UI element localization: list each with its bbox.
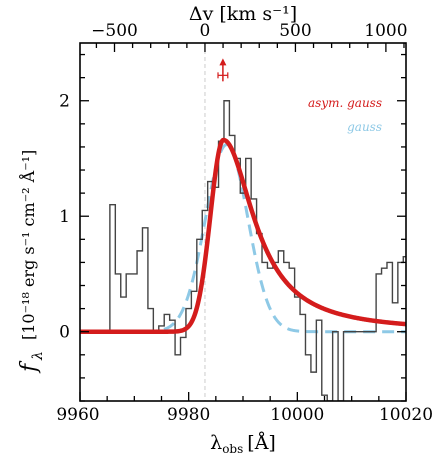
- y-tick-label: 1: [59, 207, 70, 227]
- top-axis-label: Δv [km s⁻¹]: [189, 3, 297, 25]
- observed-spectrum: [80, 100, 406, 401]
- x-axis-label-main: λ: [210, 432, 222, 454]
- y-axis-label: f λ [10⁻¹⁸ erg s⁻¹ cm⁻² Å⁻¹]: [17, 150, 46, 374]
- peak-marker: [217, 58, 229, 82]
- x-tick-label: 9980: [167, 405, 210, 425]
- x-axis-label-sub: obs: [222, 442, 243, 456]
- legend-gauss: gauss: [347, 120, 382, 134]
- legend-asym-gauss: asym. gauss: [308, 96, 382, 110]
- y-tick-label: 2: [59, 92, 70, 112]
- x-tick-label: 9960: [56, 405, 99, 425]
- y-tick-label: 0: [59, 323, 70, 343]
- x-axis-label-unit: [Å]: [247, 432, 276, 454]
- x-axis-label: λobs [Å]: [210, 432, 276, 456]
- axis-tick-labels: 9960 9980 10000 10020 0 1 2 −500 0 500 1000: [56, 21, 433, 425]
- y-axis-label-unit: [10⁻¹⁸ erg s⁻¹ cm⁻² Å⁻¹]: [18, 150, 38, 340]
- y-axis-label-f: f: [17, 360, 42, 374]
- y-axis-label-sub: λ: [30, 351, 46, 361]
- gauss-model-curve: [80, 143, 406, 334]
- top-tick-label: 1000: [364, 21, 407, 41]
- top-tick-label: −500: [91, 21, 138, 41]
- asym-gauss-model-curve: [80, 137, 406, 334]
- axis-ticks: [79, 43, 407, 402]
- x-tick-label: 10020: [379, 405, 433, 425]
- peak-marker-arrow-head: [219, 58, 227, 66]
- top-tick-label: 500: [279, 21, 311, 41]
- x-tick-label: 10000: [270, 405, 324, 425]
- top-tick-label: 0: [200, 21, 211, 41]
